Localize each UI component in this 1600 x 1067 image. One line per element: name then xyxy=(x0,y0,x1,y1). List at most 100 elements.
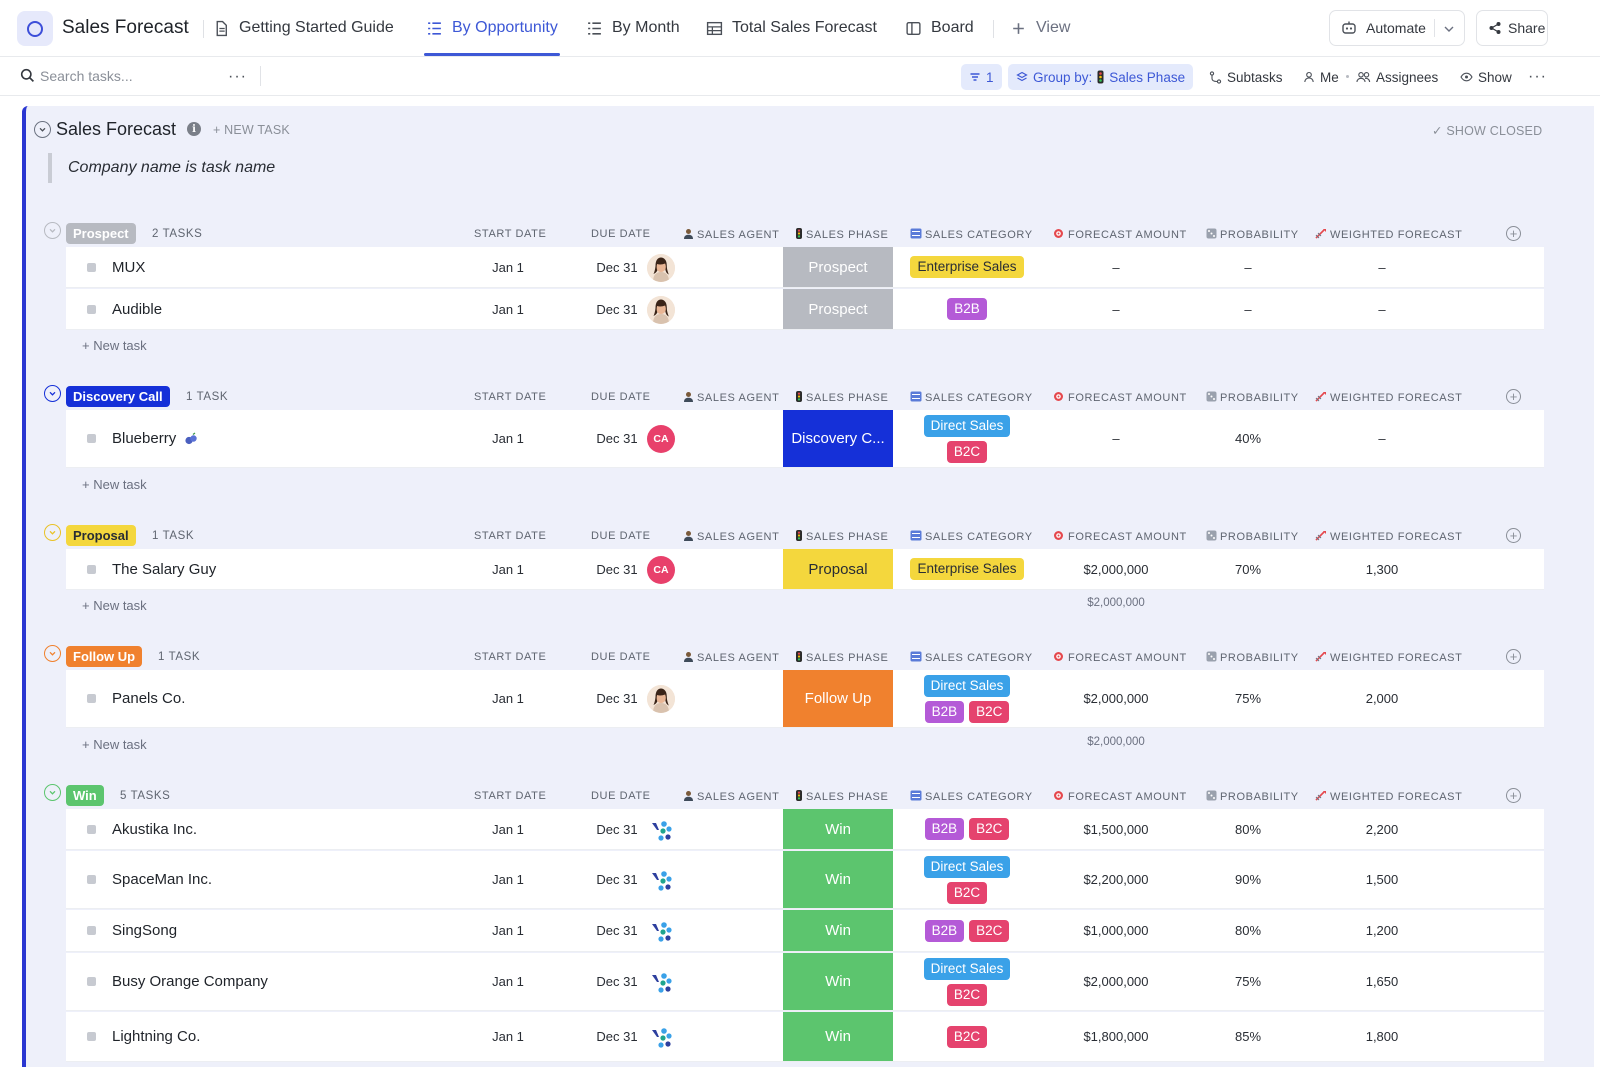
weighted-forecast[interactable]: – xyxy=(1378,431,1386,446)
sales-category-cell[interactable]: Direct Sales B2B B2C xyxy=(893,670,1041,727)
table-row[interactable]: Lightning Co. Jan 1 Dec 31 Win B2C $1,800,000… xyxy=(66,1012,1544,1062)
due-date[interactable]: Dec 31 xyxy=(596,259,638,275)
group-label[interactable]: Win xyxy=(66,785,104,806)
add-column-icon[interactable]: + xyxy=(1506,226,1521,241)
sales-phase-cell[interactable]: Win xyxy=(783,809,893,849)
column-header-probability[interactable]: PROBABILITY xyxy=(1206,228,1299,241)
start-date[interactable]: Jan 1 xyxy=(492,821,524,837)
column-header-start[interactable]: START DATE xyxy=(474,790,547,802)
sales-phase-cell[interactable]: Follow Up xyxy=(783,670,893,727)
start-date[interactable]: Jan 1 xyxy=(492,301,524,317)
column-header-category[interactable]: SALES CATEGORY xyxy=(910,391,1033,404)
probability[interactable]: 85% xyxy=(1234,1029,1262,1044)
sales-phase-cell[interactable]: Win xyxy=(783,851,893,908)
forecast-amount[interactable]: $1,000,000 xyxy=(1083,923,1149,938)
column-header-agent[interactable]: SALES AGENT xyxy=(683,228,779,241)
table-row[interactable]: SpaceMan Inc. Jan 1 Dec 31 Win Direct Sales B… xyxy=(66,851,1544,909)
task-name[interactable]: The Salary Guy xyxy=(112,560,217,578)
column-header-weighted[interactable]: WEIGHTED FORECAST xyxy=(1315,651,1462,664)
column-header-forecast[interactable]: FORECAST AMOUNT xyxy=(1053,651,1187,664)
column-header-start[interactable]: START DATE xyxy=(474,228,547,240)
probability[interactable]: 80% xyxy=(1234,923,1262,938)
start-date[interactable]: Jan 1 xyxy=(492,1029,524,1044)
show-button[interactable]: Show xyxy=(1460,64,1512,90)
table-row[interactable]: The Salary Guy Jan 1 Dec 31 Proposal Enterpr… xyxy=(66,549,1544,590)
column-header-start[interactable]: START DATE xyxy=(474,391,547,403)
collapse-group-icon[interactable] xyxy=(44,222,61,239)
avatar[interactable] xyxy=(647,253,675,282)
table-row[interactable]: SingSong Jan 1 Dec 31 Win B2B B2C $1,000,000 80… xyxy=(66,910,1544,952)
probability[interactable]: – xyxy=(1244,301,1252,317)
weighted-forecast[interactable]: 1,650 xyxy=(1365,974,1399,989)
task-name[interactable]: Blueberry xyxy=(112,430,177,447)
task-name[interactable]: SingSong xyxy=(112,922,178,939)
column-header-probability[interactable]: PROBABILITY xyxy=(1206,790,1299,803)
avatar[interactable] xyxy=(647,295,675,324)
forecast-amount[interactable]: $1,500,000 xyxy=(1083,821,1149,837)
forecast-amount[interactable]: – xyxy=(1112,259,1120,275)
group-label[interactable]: Discovery Call xyxy=(66,386,170,407)
more-options-icon[interactable]: ··· xyxy=(228,68,247,85)
assignees-button[interactable]: Assignees xyxy=(1356,64,1438,90)
table-row[interactable]: MUX Jan 1 Dec 31 Prospect Enterprise Sales – –… xyxy=(66,247,1544,288)
add-column-icon[interactable]: + xyxy=(1506,528,1521,543)
sales-phase-cell[interactable]: Win xyxy=(783,953,893,1010)
column-header-start[interactable]: START DATE xyxy=(474,530,547,542)
due-date[interactable]: Dec 31 xyxy=(596,431,638,446)
add-task-button[interactable]: + New task xyxy=(82,598,147,613)
search-input[interactable] xyxy=(40,66,225,86)
company-logo-icon[interactable] xyxy=(650,1027,672,1049)
task-status-icon[interactable] xyxy=(87,304,96,314)
collapse-list-icon[interactable] xyxy=(34,121,51,138)
collapse-group-icon[interactable] xyxy=(44,645,61,662)
task-status-icon[interactable] xyxy=(87,824,96,834)
group-by-button[interactable]: Group by: Sales Phase xyxy=(1008,64,1194,90)
add-view-button[interactable]: View xyxy=(1010,0,1070,56)
column-header-category[interactable]: SALES CATEGORY xyxy=(910,530,1033,543)
start-date[interactable]: Jan 1 xyxy=(492,923,524,938)
column-header-phase[interactable]: SALES PHASE xyxy=(796,530,888,543)
info-icon[interactable]: i xyxy=(187,122,201,136)
forecast-amount[interactable]: $2,200,000 xyxy=(1083,872,1149,887)
add-column-icon[interactable]: + xyxy=(1506,788,1521,803)
task-status-icon[interactable] xyxy=(87,694,96,703)
due-date[interactable]: Dec 31 xyxy=(596,691,638,706)
list-space-icon[interactable] xyxy=(17,11,53,46)
forecast-amount[interactable]: $2,000,000 xyxy=(1083,974,1149,989)
column-header-phase[interactable]: SALES PHASE xyxy=(796,790,888,803)
column-header-probability[interactable]: PROBABILITY xyxy=(1206,391,1299,404)
task-status-icon[interactable] xyxy=(87,926,96,935)
column-header-forecast[interactable]: FORECAST AMOUNT xyxy=(1053,228,1187,241)
sales-phase-cell[interactable]: Win xyxy=(783,1012,893,1061)
probability[interactable]: 75% xyxy=(1234,974,1262,989)
task-name[interactable]: Panels Co. xyxy=(112,690,186,707)
task-status-icon[interactable] xyxy=(87,977,96,986)
sales-category-cell[interactable]: B2B xyxy=(893,289,1041,329)
probability[interactable]: 70% xyxy=(1234,561,1262,577)
task-status-icon[interactable] xyxy=(87,875,96,884)
weighted-forecast[interactable]: 1,300 xyxy=(1365,561,1399,577)
due-date[interactable]: Dec 31 xyxy=(596,821,638,837)
table-row[interactable]: Panels Co. Jan 1 Dec 31 Follow Up Direct Sal… xyxy=(66,670,1544,728)
due-date[interactable]: Dec 31 xyxy=(596,1029,638,1044)
tab-by-month[interactable]: By Month xyxy=(586,0,680,56)
due-date[interactable]: Dec 31 xyxy=(596,301,638,317)
table-row[interactable]: Audible Jan 1 Dec 31 Prospect B2B – – – xyxy=(66,289,1544,330)
column-header-due[interactable]: DUE DATE xyxy=(591,228,651,240)
collapse-group-icon[interactable] xyxy=(44,784,61,801)
forecast-amount[interactable]: – xyxy=(1112,301,1120,317)
start-date[interactable]: Jan 1 xyxy=(492,691,524,706)
me-filter-button[interactable]: Me xyxy=(1303,64,1339,90)
column-header-category[interactable]: SALES CATEGORY xyxy=(910,228,1033,241)
sales-phase-cell[interactable]: Win xyxy=(783,910,893,951)
task-status-icon[interactable] xyxy=(87,564,96,574)
forecast-amount[interactable]: $1,800,000 xyxy=(1083,1029,1149,1044)
task-name[interactable]: SpaceMan Inc. xyxy=(112,871,213,888)
add-column-icon[interactable]: + xyxy=(1506,389,1521,404)
avatar[interactable] xyxy=(647,685,675,713)
start-date[interactable]: Jan 1 xyxy=(492,431,524,446)
column-header-due[interactable]: DUE DATE xyxy=(591,651,651,663)
show-closed-button[interactable]: ✓ SHOW CLOSED xyxy=(1432,124,1543,138)
probability[interactable]: 90% xyxy=(1234,872,1262,887)
column-header-category[interactable]: SALES CATEGORY xyxy=(910,790,1033,803)
